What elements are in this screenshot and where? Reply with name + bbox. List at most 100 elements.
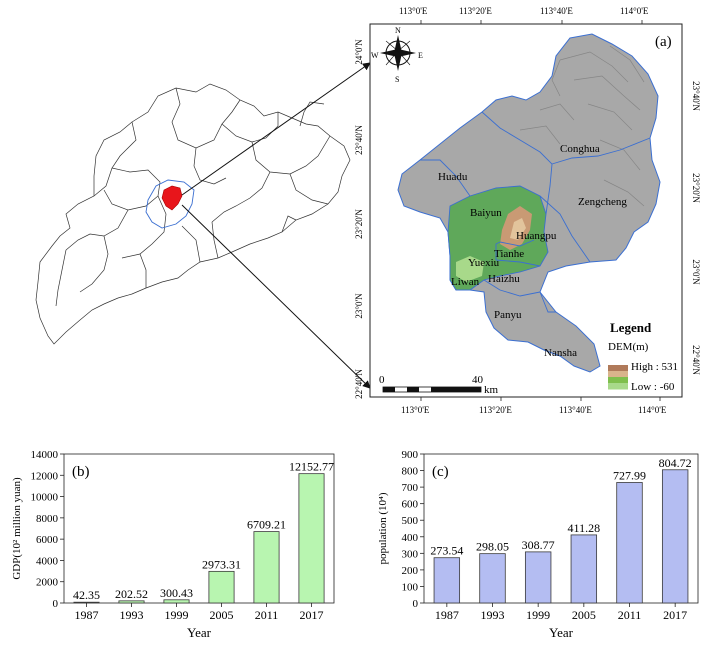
connector-arrow-bottom: [181, 204, 371, 389]
population-chart-xtick-label: 1987: [435, 608, 459, 622]
gdp-chart-value-label: 6709.21: [247, 518, 286, 532]
gdp-chart-value-label: 12152.77: [289, 460, 334, 474]
gdp-chart-ytick-label: 6000: [36, 534, 59, 546]
population-chart-bar-1999: [524, 551, 552, 604]
hillshade-texture: [519, 45, 645, 207]
left-lat-tick-4: 22°40'N: [354, 369, 364, 399]
population-chart-ytick-label: 500: [402, 515, 419, 527]
district-label-huadu: Huadu: [438, 171, 468, 183]
panel-a-label: (a): [655, 34, 672, 50]
bottom-lon-tick-1: 113°20'E: [479, 405, 512, 415]
gdp-chart-xlabel: Year: [187, 625, 212, 640]
population-chart-xtick-label: 2017: [663, 608, 687, 622]
district-boundaries: [420, 111, 651, 313]
district-label-yuexiu: Yuexiu: [468, 257, 500, 269]
population-chart-bar-2017: [661, 469, 689, 604]
gdp-chart-panel-label: (b): [72, 464, 90, 480]
population-chart-value-label: 727.99: [613, 468, 646, 482]
gdp-chart-ylabel: GDP(10² million yuan): [11, 477, 23, 580]
legend-ramp-segment: [608, 365, 628, 372]
left-lat-tick-1: 23°40'N: [354, 125, 364, 155]
gdp-chart-plot-frame: [63, 453, 335, 604]
north-arrow-icon: [380, 35, 416, 71]
population-chart-ylabel: population (10⁴): [377, 492, 389, 564]
population-chart-ytick-label: 800: [402, 466, 419, 478]
district-label-conghua: Conghua: [560, 143, 600, 155]
delta-region-boundary: [145, 179, 195, 229]
population-chart-ytick-label: 200: [402, 565, 419, 577]
population-chart-value-label: 308.77: [522, 538, 555, 552]
district-label-nansha: Nansha: [544, 347, 577, 359]
legend-ramp-segment: [608, 371, 628, 378]
gdp-chart-bar-1993: [118, 600, 145, 604]
gdp-chart-xtick-label: 1993: [120, 608, 144, 622]
left-lat-tick-0: 24°0'N: [354, 39, 364, 65]
gdp-chart-ytick-label: 10000: [31, 492, 59, 504]
connector-arrow-top: [181, 62, 371, 196]
population-chart-xtick-label: 1999: [526, 608, 550, 622]
population-chart-value-label: 298.05: [476, 540, 509, 554]
scalebar-unit: km: [484, 384, 499, 396]
legend-ramp-segment: [608, 377, 628, 384]
population-chart-ytick-label: 700: [402, 482, 419, 494]
legend-high-label: High : 531: [631, 361, 678, 373]
right-lat-tick-1: 23°20'N: [691, 173, 701, 203]
gdp-chart-bar-2017: [298, 473, 325, 604]
population-chart-ytick-label: 600: [402, 499, 419, 511]
legend-title: Legend: [610, 320, 652, 335]
population-chart-bar-2005: [570, 534, 598, 604]
gdp-chart-xtick-label: 2005: [210, 608, 234, 622]
bottom-lon-tick-2: 113°40'E: [559, 405, 592, 415]
population-chart-plot-frame: [423, 453, 699, 604]
compass-e: E: [418, 51, 423, 60]
population-chart-value-label: 411.28: [568, 521, 601, 535]
gdp-chart-value-label: 300.43: [160, 586, 193, 600]
gdp-chart-ytick-label: 14000: [31, 449, 59, 461]
population-chart-bar-1993: [479, 553, 506, 604]
population-chart-panel-label: (c): [432, 464, 449, 480]
gdp-chart-xtick-label: 2011: [255, 608, 279, 622]
right-lat-tick-0: 23°40'N: [691, 81, 701, 111]
gdp-chart-bar-1987: [73, 601, 100, 604]
gdp-chart-ytick-label: 8000: [36, 513, 59, 525]
compass-w: W: [371, 51, 379, 60]
population-chart-value-label: 804.72: [659, 456, 692, 470]
gdp-chart-bar-2005: [208, 570, 235, 604]
population-chart-xlabel: Year: [549, 625, 574, 640]
right-lat-tick-3: 22°40'N: [691, 345, 701, 375]
gdp-chart-xtick-label: 1999: [165, 608, 189, 622]
population-chart-bar-1987: [433, 557, 461, 604]
population-chart-xtick-label: 2005: [572, 608, 596, 622]
legend-low-label: Low : -60: [631, 381, 675, 393]
population-chart-value-label: 273.54: [430, 544, 463, 558]
legend-ramp-segment: [608, 383, 628, 390]
gdp-chart-xtick-label: 1987: [75, 608, 99, 622]
gdp-chart-ytick-label: 2000: [36, 577, 59, 589]
gdp-chart-ytick-label: 0: [53, 598, 59, 610]
legend-subtitle: DEM(m): [608, 341, 649, 353]
right-lat-tick-2: 23°0'N: [691, 259, 701, 285]
district-label-haizhu: Haizhu: [488, 273, 520, 285]
compass-n: N: [395, 26, 401, 35]
top-lon-tick-3: 114°0'E: [620, 6, 649, 16]
population-chart: 0 100 200 300 400 500 600 700 800 900 273.54 1987 29…: [377, 449, 699, 640]
detail-map-panel: N S W E (a) Conghua Huadu Zengcheng Baiy…: [354, 6, 701, 415]
gdp-chart-ytick-label: 12000: [31, 470, 59, 482]
scalebar-max: 40: [472, 374, 484, 386]
gdp-chart-value-label: 42.35: [73, 588, 100, 602]
population-chart-ytick-label: 100: [402, 581, 419, 593]
district-label-baiyun: Baiyun: [470, 207, 502, 219]
province-outline: [35, 83, 351, 345]
top-lon-tick-1: 113°20'E: [459, 6, 492, 16]
gdp-chart-value-label: 202.52: [115, 587, 148, 601]
gdp-chart: 0 2000 4000 6000 8000 10000 12000 14000 42.35 198…: [11, 449, 335, 640]
bottom-lon-tick-3: 114°0'E: [638, 405, 667, 415]
bottom-lon-tick-0: 113°0'E: [401, 405, 430, 415]
left-lat-tick-2: 23°20'N: [354, 209, 364, 239]
district-label-zengcheng: Zengcheng: [578, 196, 627, 208]
district-label-tianhe: Tianhe: [494, 248, 524, 260]
population-chart-xtick-label: 2011: [618, 608, 642, 622]
gdp-chart-ytick-label: 4000: [36, 555, 59, 567]
gdp-chart-value-label: 2973.31: [202, 557, 241, 571]
guangzhou-highlight: [161, 185, 183, 211]
